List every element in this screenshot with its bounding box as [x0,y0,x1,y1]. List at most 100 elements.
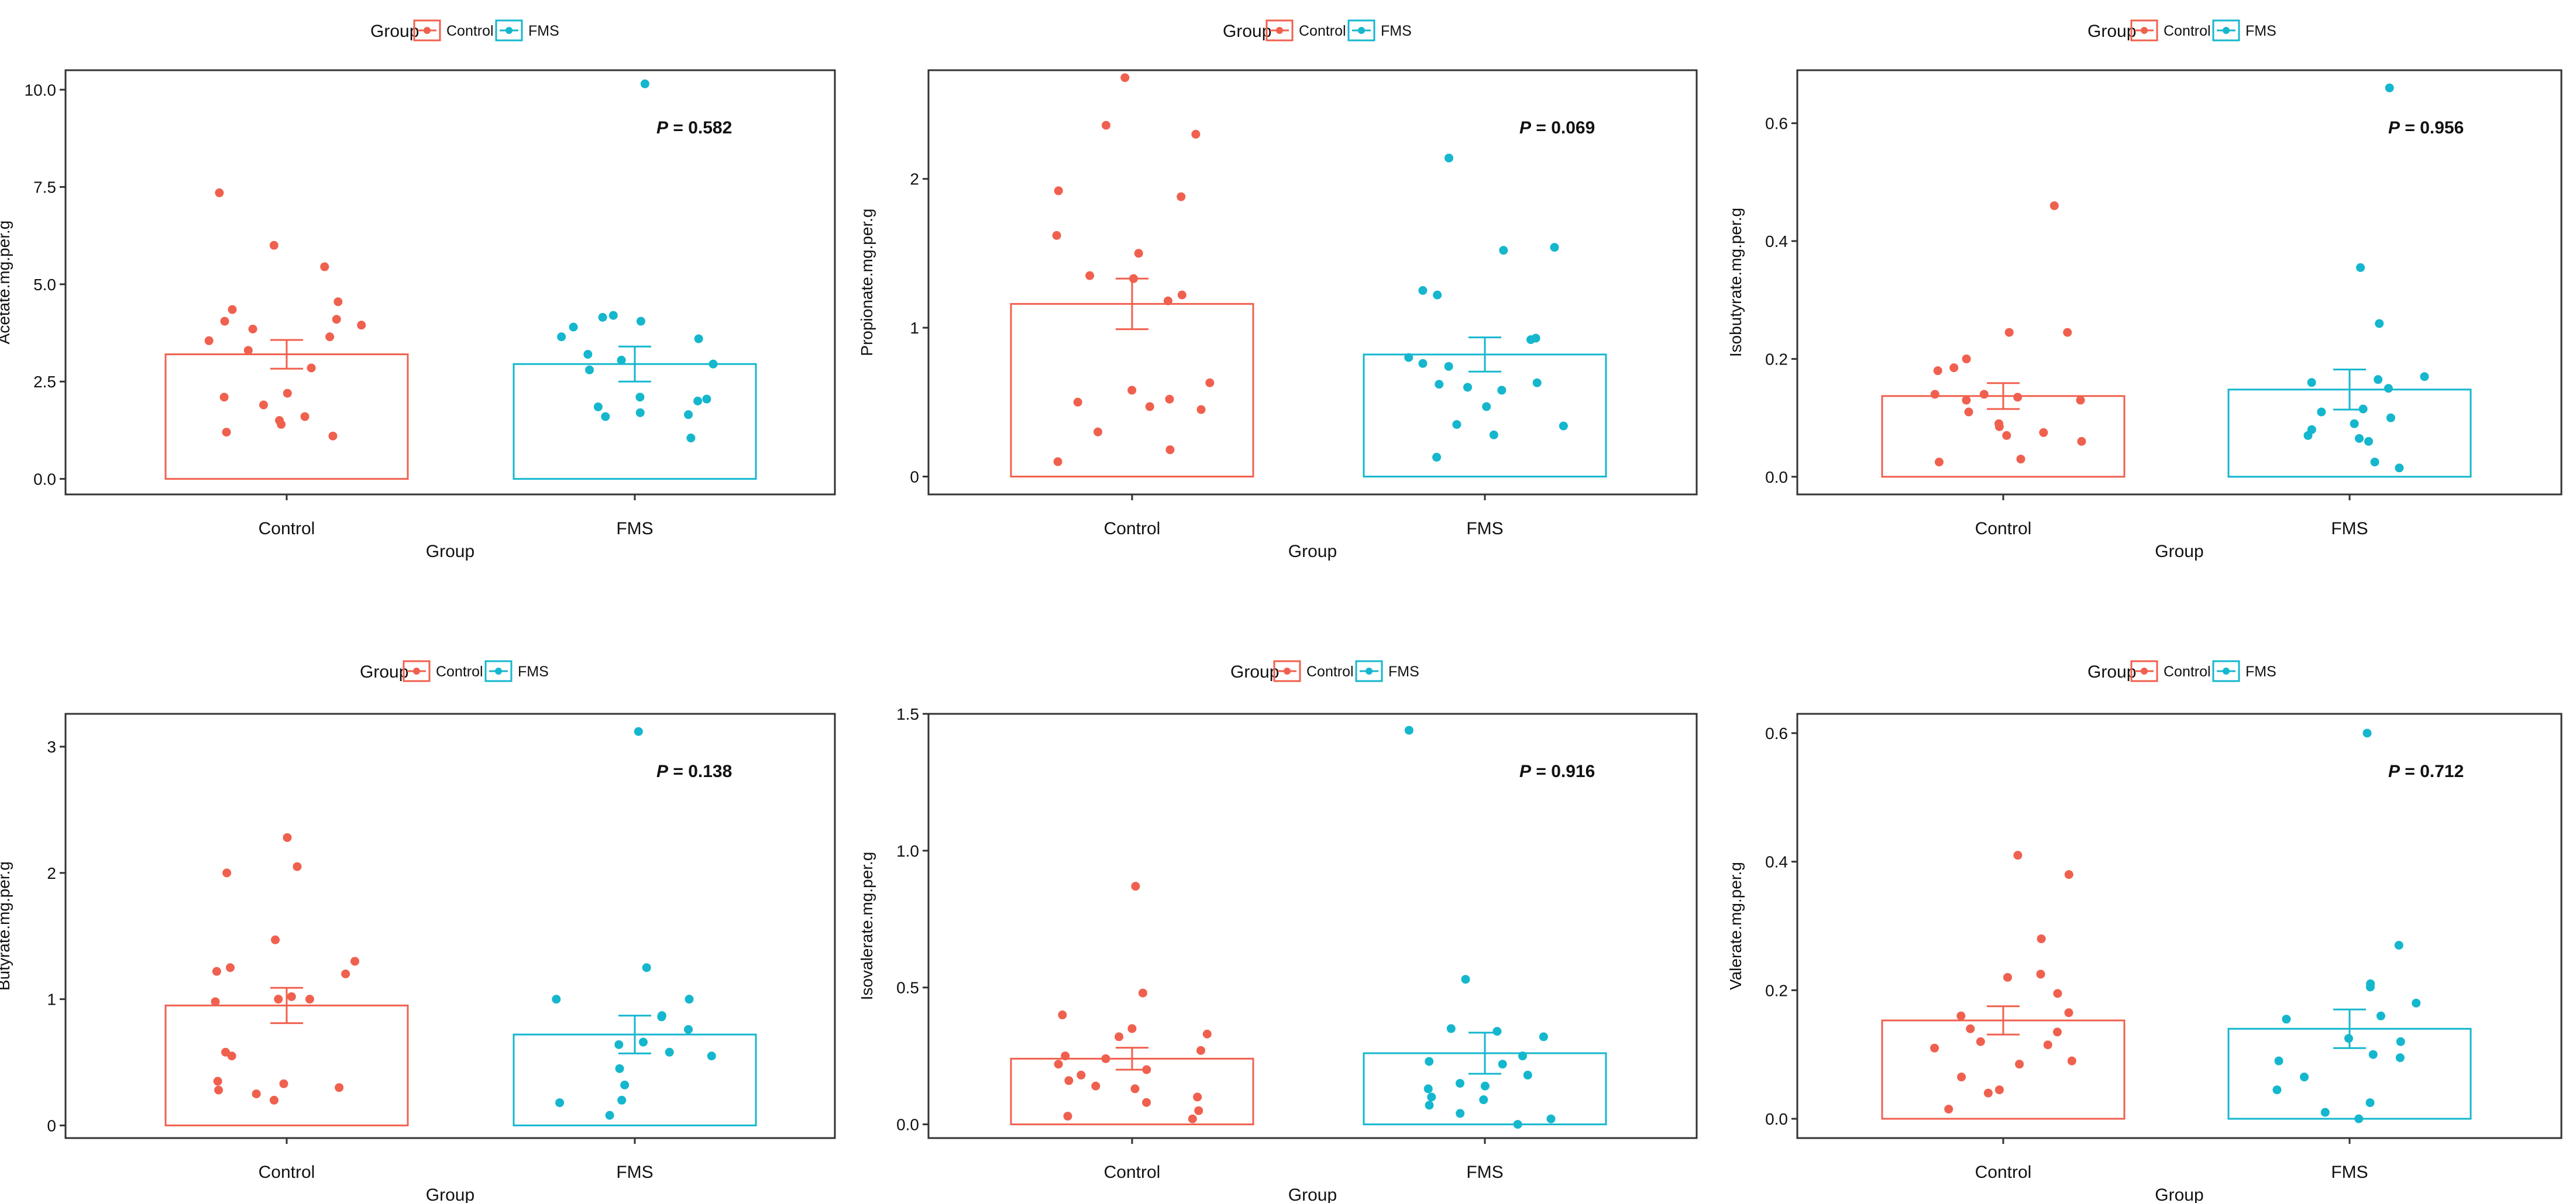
data-point-fms[interactable] [684,1025,693,1034]
data-point-control[interactable] [1966,1024,1975,1033]
data-point-fms[interactable] [608,311,618,320]
data-point-control[interactable] [1994,1085,2004,1095]
data-point-control[interactable] [1202,1029,1212,1039]
data-point-control[interactable] [1064,1076,1074,1085]
data-point-control[interactable] [1930,1043,1939,1053]
data-point-control[interactable] [269,1095,278,1105]
data-point-fms[interactable] [1498,1060,1507,1069]
data-point-control[interactable] [283,833,292,842]
data-point-control[interactable] [212,967,221,976]
data-point-fms[interactable] [2354,1114,2364,1123]
data-point-control[interactable] [2043,1040,2052,1050]
data-point-control[interactable] [293,862,302,871]
data-point-fms[interactable] [684,410,693,420]
data-point-control[interactable] [341,969,350,978]
data-point-fms[interactable] [636,317,645,326]
data-point-fms[interactable] [2365,982,2375,992]
data-point-fms[interactable] [1404,353,1413,362]
data-point-fms[interactable] [2303,431,2313,440]
data-point-control[interactable] [332,315,341,324]
data-point-control[interactable] [1196,405,1206,414]
data-point-fms[interactable] [1492,1027,1502,1036]
data-point-fms[interactable] [634,727,643,736]
data-point-fms[interactable] [1433,290,1442,300]
data-point-control[interactable] [1193,1092,1202,1102]
data-point-control[interactable] [252,1089,261,1098]
data-point-fms[interactable] [1513,1120,1522,1129]
data-point-fms[interactable] [1518,1051,1528,1061]
data-point-fms[interactable] [2317,407,2326,417]
data-point-fms[interactable] [2365,1098,2375,1108]
data-point-control[interactable] [1205,378,1215,387]
data-point-control[interactable] [1073,397,1082,407]
data-point-control[interactable] [1085,271,1095,280]
data-point-fms[interactable] [583,350,593,359]
data-point-fms[interactable] [1427,1092,1436,1102]
data-point-control[interactable] [1957,1073,1966,1082]
data-point-fms[interactable] [665,1047,674,1057]
data-point-fms[interactable] [640,79,649,88]
data-point-control[interactable] [1165,445,1175,455]
data-point-control[interactable] [226,963,235,972]
data-point-control[interactable] [1054,186,1063,195]
data-point-control[interactable] [243,346,253,355]
data-point-fms[interactable] [1559,421,1568,431]
data-point-control[interactable] [1127,386,1137,395]
data-point-control[interactable] [328,431,338,441]
data-point-control[interactable] [279,1079,288,1088]
data-point-control[interactable] [228,305,237,314]
data-point-control[interactable] [335,1083,344,1092]
data-point-fms[interactable] [638,1037,648,1047]
data-point-control[interactable] [287,992,296,1001]
data-point-fms[interactable] [1539,1032,1548,1042]
data-point-control[interactable] [1101,1054,1110,1063]
data-point-fms[interactable] [557,332,566,342]
data-point-control[interactable] [1944,1105,1954,1114]
data-point-control[interactable] [2013,393,2023,402]
data-point-fms[interactable] [1461,975,1470,984]
data-point-fms[interactable] [620,1080,630,1089]
data-point-control[interactable] [1120,73,1130,83]
data-point-control[interactable] [320,262,329,271]
data-point-control[interactable] [1145,402,1154,411]
data-point-fms[interactable] [1499,246,1508,255]
data-point-fms[interactable] [2356,263,2365,272]
data-point-fms[interactable] [702,394,711,404]
data-point-control[interactable] [1194,1106,1203,1115]
data-point-control[interactable] [1131,882,1140,891]
data-point-control[interactable] [2049,201,2059,211]
data-point-control[interactable] [1188,1114,1197,1123]
data-point-control[interactable] [283,389,292,398]
data-point-fms[interactable] [2364,436,2374,446]
data-point-fms[interactable] [1425,1057,1434,1066]
data-point-control[interactable] [2036,970,2045,979]
data-point-control[interactable] [1994,422,2004,431]
data-point-control[interactable] [2053,989,2062,998]
data-point-fms[interactable] [709,359,718,369]
data-point-control[interactable] [222,868,232,878]
data-point-fms[interactable] [1425,1101,1434,1110]
data-point-control[interactable] [2016,455,2025,464]
data-point-control[interactable] [1127,1024,1137,1033]
data-point-fms[interactable] [2384,384,2393,393]
data-point-fms[interactable] [642,963,651,972]
data-point-control[interactable] [2004,328,2014,337]
data-point-control[interactable] [1115,1032,1124,1042]
data-point-control[interactable] [1102,121,1111,130]
data-point-fms[interactable] [605,1111,614,1120]
data-point-fms[interactable] [601,412,610,421]
data-point-control[interactable] [204,336,214,345]
data-point-fms[interactable] [2358,404,2368,414]
data-point-fms[interactable] [1456,1109,1465,1118]
data-point-control[interactable] [1138,988,1147,998]
data-point-control[interactable] [2077,436,2086,446]
data-point-control[interactable] [248,324,257,334]
data-point-control[interactable] [2067,1056,2076,1065]
data-point-control[interactable] [1129,274,1139,283]
data-point-fms[interactable] [2355,434,2364,443]
data-point-fms[interactable] [1526,335,1536,344]
data-point-fms[interactable] [2375,319,2384,328]
data-point-fms[interactable] [593,402,603,411]
data-point-control[interactable] [1964,407,1973,417]
data-point-control[interactable] [1077,1070,1086,1080]
